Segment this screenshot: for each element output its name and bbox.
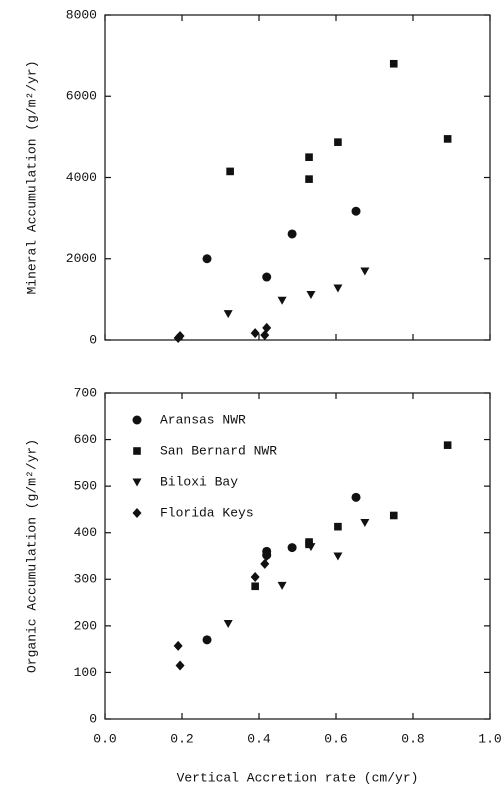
- y-tick-label: 500: [74, 479, 97, 494]
- point: [251, 582, 259, 591]
- point: [173, 640, 183, 651]
- point: [250, 571, 260, 582]
- legend-marker: [132, 415, 142, 425]
- legend-label: San Bernard NWR: [160, 443, 277, 458]
- point: [360, 518, 370, 527]
- point: [223, 310, 233, 319]
- point: [305, 175, 313, 183]
- point: [287, 543, 297, 553]
- point: [443, 135, 452, 143]
- y-tick-label: 600: [74, 432, 97, 447]
- point: [389, 59, 398, 68]
- y-tick-label: 8000: [66, 7, 97, 22]
- point: [223, 620, 233, 629]
- y-axis-label: Mineral Accumulation (g/m²/yr): [24, 60, 39, 294]
- point: [277, 296, 287, 305]
- plot-frame: [104, 14, 491, 341]
- point: [333, 284, 343, 293]
- point: [389, 511, 398, 520]
- y-tick-label: 100: [74, 665, 97, 680]
- point: [360, 267, 370, 276]
- x-axis-label: Vertical Accretion rate (cm/yr): [177, 770, 419, 785]
- legend-marker: [132, 508, 142, 518]
- point: [175, 660, 185, 671]
- point: [262, 551, 272, 561]
- legend-label: Aransas NWR: [160, 412, 246, 427]
- legend-label: Florida Keys: [160, 505, 254, 520]
- x-tick-label: 0.4: [247, 731, 271, 746]
- point: [262, 322, 272, 333]
- x-tick-label: 0.6: [324, 731, 347, 746]
- x-tick-label: 0.8: [401, 731, 424, 746]
- point: [202, 635, 212, 645]
- point: [334, 138, 342, 146]
- point: [277, 581, 287, 590]
- point: [333, 552, 343, 561]
- x-tick-label: 0.0: [93, 731, 116, 746]
- y-tick-label: 6000: [66, 89, 97, 104]
- legend-marker: [133, 447, 141, 455]
- point: [202, 254, 212, 264]
- y-axis-label: Organic Accumulation (g/m²/yr): [24, 439, 39, 673]
- y-tick-label: 400: [74, 525, 97, 540]
- point: [175, 330, 185, 341]
- point: [351, 206, 361, 216]
- legend-marker: [132, 478, 142, 487]
- point: [287, 229, 297, 239]
- point: [351, 492, 361, 502]
- x-tick-label: 1.0: [478, 731, 501, 746]
- point: [306, 291, 316, 299]
- y-tick-label: 0: [89, 711, 97, 726]
- plot-frame: [104, 392, 491, 720]
- y-tick-label: 2000: [66, 251, 97, 266]
- point: [260, 558, 270, 569]
- y-tick-label: 700: [74, 385, 97, 400]
- point: [262, 272, 272, 282]
- point: [306, 543, 316, 552]
- y-tick-label: 0: [89, 332, 97, 347]
- y-tick-label: 4000: [66, 170, 97, 185]
- point: [260, 330, 270, 341]
- legend-label: Biloxi Bay: [160, 474, 238, 489]
- point: [443, 441, 452, 449]
- point: [334, 522, 342, 531]
- x-tick-label: 0.2: [170, 731, 193, 746]
- point: [226, 167, 234, 176]
- point: [250, 328, 260, 339]
- y-tick-label: 300: [74, 572, 97, 587]
- point: [305, 153, 313, 161]
- y-tick-label: 200: [74, 618, 97, 633]
